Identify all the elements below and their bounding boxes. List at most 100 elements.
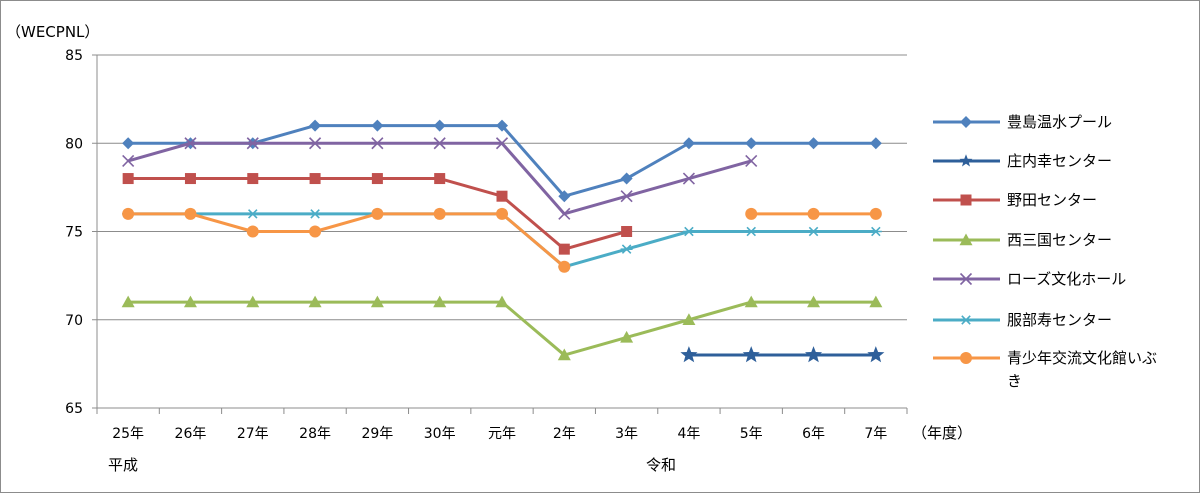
data-point [557,348,571,361]
data-point [433,295,447,308]
data-point [370,295,384,308]
x-tick-label: 5年 [740,426,763,442]
data-point [558,190,571,203]
x-tick-label: 26年 [175,426,207,442]
data-point [959,272,973,286]
data-point [959,154,973,167]
era-label-heisei: 平成 [108,456,138,474]
legend-item: 野田センター [933,191,1097,209]
data-point [371,137,384,150]
series-line [128,212,566,268]
data-point [960,116,972,128]
data-point [558,260,571,273]
legend-item: ローズ文化ホール [933,270,1126,288]
legend-label-line: 青少年交流文化館いぶ [1007,349,1157,367]
x-tick-label: 29年 [361,426,393,442]
data-point [807,295,821,308]
data-point [960,194,972,206]
data-point [867,346,885,363]
data-point [620,330,634,343]
data-point [183,295,197,308]
data-point [807,137,820,150]
data-point [371,173,383,185]
data-point [805,346,823,363]
y-axis-label: （WECPNL） [6,23,99,41]
series-1 [122,119,882,203]
data-point [309,119,322,132]
data-point [184,173,196,185]
legend-item: 青少年交流文化館いぶき [933,349,1157,390]
data-point [869,226,882,237]
data-point [558,207,571,220]
legend-item: 服部寿センター [933,311,1112,329]
legend-item: 庄内幸センター [933,152,1112,170]
data-point [121,295,135,308]
series-3 [122,173,633,255]
data-point [247,173,259,185]
y-tick-label: 75 [65,225,83,241]
data-point [122,154,135,167]
data-point [308,295,322,308]
data-point [745,226,758,237]
data-point [246,209,259,219]
y-tick-label: 65 [65,401,83,417]
data-point [496,190,508,202]
data-point [495,137,509,150]
data-point [745,207,758,220]
data-point [680,346,698,363]
legend-item: 豊島温水プール [933,113,1112,131]
series-2 [680,346,885,363]
x-tick-label: 2年 [553,426,576,442]
legend-label: 青少年交流文化館いぶき [1007,349,1157,390]
data-point [745,154,758,167]
x-tick-label: 7年 [864,426,887,442]
data-point [869,137,882,150]
data-point [682,226,695,237]
data-point [744,295,758,308]
data-point [122,173,134,185]
y-tick-label: 80 [65,136,83,152]
y-tick-label: 70 [65,313,83,329]
legend-item: 西三国センター [933,231,1112,249]
era-label-reiwa: 令和 [646,456,676,474]
data-point [558,243,570,255]
data-point [246,225,259,238]
x-tick-label: 27年 [237,426,269,442]
data-point [620,244,633,254]
data-point [960,352,972,364]
x-axis-label: （年度） [912,424,972,442]
data-point [184,137,197,150]
legend-label: ローズ文化ホール [1007,270,1126,288]
x-tick-label: 6年 [802,426,825,442]
legend-label: 西三国センター [1007,231,1112,249]
x-tick-label: 25年 [112,426,144,442]
data-point [742,346,760,363]
legend-label: 野田センター [1007,191,1097,209]
data-point [122,137,135,150]
data-point [682,313,696,325]
x-tick-label: 30年 [424,426,456,442]
data-point [433,137,446,150]
data-point [309,225,322,238]
data-point [433,207,446,220]
x-tick-label: 4年 [677,426,700,442]
data-point [495,295,509,308]
legend-label: 服部寿センター [1007,311,1112,329]
data-point [682,172,695,185]
series-line [128,212,876,269]
y-tick-label: 85 [65,48,83,64]
data-point [807,207,820,220]
data-point [309,173,321,185]
data-point [682,137,695,150]
data-point [807,226,820,237]
data-point [434,173,446,185]
data-point [621,226,633,237]
data-point [960,315,972,325]
data-point [309,209,322,219]
data-point [869,207,882,220]
data-point [246,137,259,150]
legend-label-line: き [1007,372,1022,390]
data-point [496,207,508,220]
